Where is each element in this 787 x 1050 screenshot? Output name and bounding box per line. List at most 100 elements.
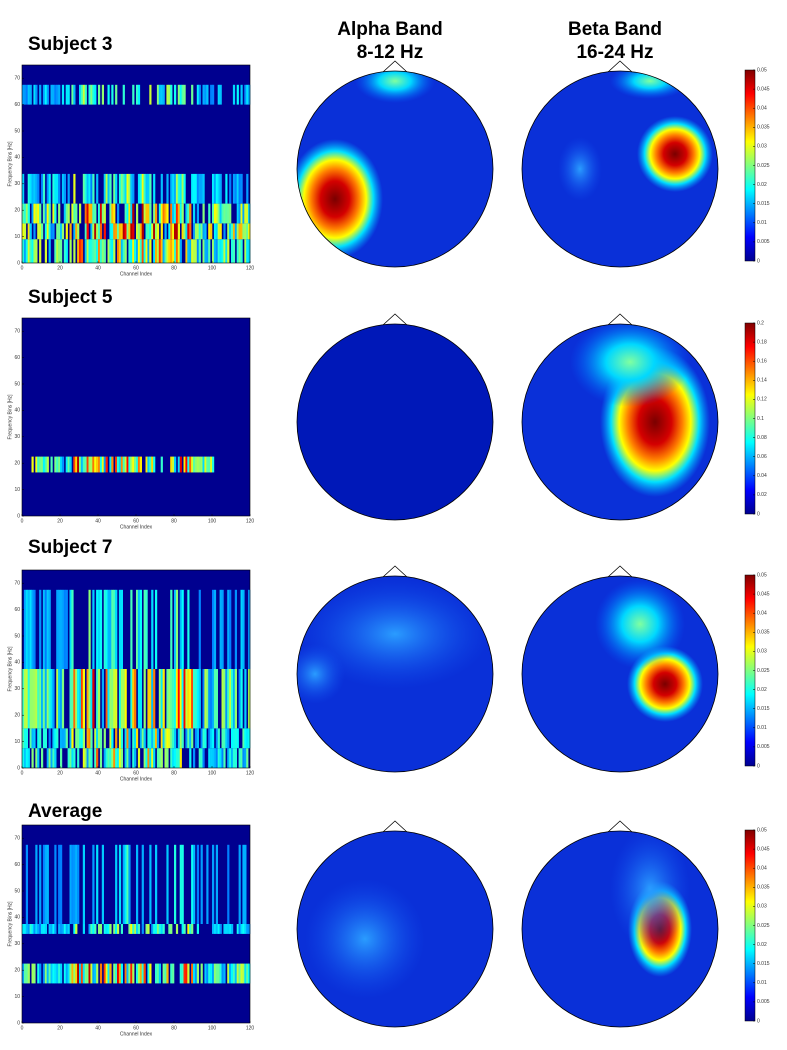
heatmap-cell — [120, 924, 123, 934]
heatmap-cell — [27, 239, 30, 263]
heatmap-cell — [244, 239, 247, 263]
heatmap-cell — [96, 223, 99, 240]
heatmap-cell — [48, 748, 51, 768]
heatmap-cell — [65, 84, 68, 105]
heatmap-cell — [101, 669, 104, 729]
heatmap-cell — [179, 173, 182, 204]
heatmap-cell — [120, 223, 123, 240]
nose — [607, 313, 633, 326]
heatmap-cell — [155, 223, 158, 240]
heatmap-cell — [244, 84, 247, 105]
heatmap-cell — [240, 239, 243, 263]
heatmap-cell — [200, 456, 203, 473]
heatmap-cell — [215, 844, 218, 924]
x-tick-label: 60 — [133, 265, 139, 271]
heatmap-cell — [29, 924, 32, 934]
heatmap-cell — [158, 924, 161, 934]
colorbar-tick-label: 0.05 — [757, 572, 767, 578]
y-tick-label: 30 — [14, 941, 20, 947]
heatmap-cell — [158, 748, 161, 768]
y-tick-label: 60 — [14, 862, 20, 868]
heatmap-cell — [103, 728, 106, 749]
heatmap-cell — [109, 924, 112, 934]
colorbar-tick-label: 0 — [757, 511, 760, 517]
heatmap-cell — [50, 84, 53, 105]
heatmap-cell — [120, 239, 123, 263]
y-tick-label: 0 — [17, 260, 20, 266]
heatmap-cell — [196, 844, 199, 924]
heatmap-cell — [170, 669, 173, 729]
heatmap-cell — [227, 669, 230, 729]
heatmap-cell — [35, 924, 38, 934]
heatmap-cell — [118, 728, 122, 749]
colorbar-tick-label: 0.02 — [757, 182, 767, 188]
heatmap-cell — [238, 748, 241, 768]
heatmap-cell — [27, 669, 30, 729]
heatmap-cell — [240, 203, 243, 224]
heatmap-cell — [61, 589, 65, 669]
heatmap-cell — [82, 173, 85, 204]
heatmap-cell — [227, 239, 230, 263]
heatmap-cell — [170, 924, 173, 934]
heatmap-cell — [69, 589, 72, 669]
heatmap-cell — [115, 728, 118, 749]
heatmap-cell — [191, 728, 194, 749]
heatmap-cell — [86, 239, 89, 263]
heatmap-cell — [92, 456, 95, 473]
heatmap-cell — [33, 239, 36, 263]
heatmap-cell — [23, 223, 27, 240]
heatmap-cell — [194, 963, 198, 984]
heatmap-cell — [75, 223, 78, 240]
heatmap-cell — [23, 963, 27, 984]
heatmap-cell — [88, 669, 91, 729]
heatmap-cell — [160, 173, 163, 204]
colorbar-tick-label: 0 — [757, 763, 760, 769]
heatmap-cell — [210, 728, 213, 749]
heatmap-cell — [134, 728, 137, 749]
heatmap-cell — [105, 589, 108, 669]
heatmap-cell — [96, 728, 99, 749]
heatmap-cell — [158, 963, 161, 984]
heatmap-cell — [115, 669, 118, 729]
heatmap-cell — [71, 84, 74, 105]
heatmap-cell — [137, 223, 141, 240]
heatmap-cell — [181, 84, 184, 105]
heatmap-cell — [23, 589, 27, 669]
heatmap-cell — [25, 84, 28, 105]
heatmap-cell — [143, 748, 146, 768]
heatmap-cell — [46, 589, 49, 669]
heatmap-cell — [124, 173, 127, 204]
heatmap-cell — [236, 728, 239, 749]
heatmap-cell — [147, 223, 150, 240]
heatmap-cell — [248, 223, 251, 240]
heatmap-cell — [115, 456, 118, 473]
heatmap-cell — [160, 669, 163, 729]
heatmap-cell — [77, 456, 80, 473]
heatmap-cell — [187, 456, 190, 473]
heatmap-cell — [128, 924, 131, 934]
y-tick-label: 10 — [14, 739, 20, 745]
head-outline — [296, 575, 494, 773]
heatmap-cell — [136, 728, 139, 749]
y-tick-label: 30 — [14, 434, 20, 440]
heatmap-cell — [179, 669, 182, 729]
heatmap-cell — [109, 239, 112, 263]
heatmap-cell — [175, 748, 179, 768]
heatmap-cell — [98, 589, 101, 669]
heatmap-cell — [168, 223, 171, 240]
heatmap-cell — [212, 456, 215, 473]
heatmap-cell — [229, 963, 232, 984]
heatmap-cell — [44, 924, 47, 934]
heatmap-cell — [126, 456, 129, 473]
heatmap-cell — [60, 223, 63, 240]
heatmap-cell — [101, 84, 104, 105]
heatmap-cell — [193, 239, 196, 263]
heatmap-cell — [80, 239, 84, 263]
heatmap-cell — [101, 456, 104, 473]
heatmap-cell — [191, 84, 194, 105]
heatmap-cell — [73, 844, 76, 924]
heatmap-cell — [174, 669, 177, 729]
colorbar-tick-label: 0.08 — [757, 435, 767, 441]
heatmap-cell — [96, 456, 99, 473]
heatmap-cell — [181, 844, 184, 924]
